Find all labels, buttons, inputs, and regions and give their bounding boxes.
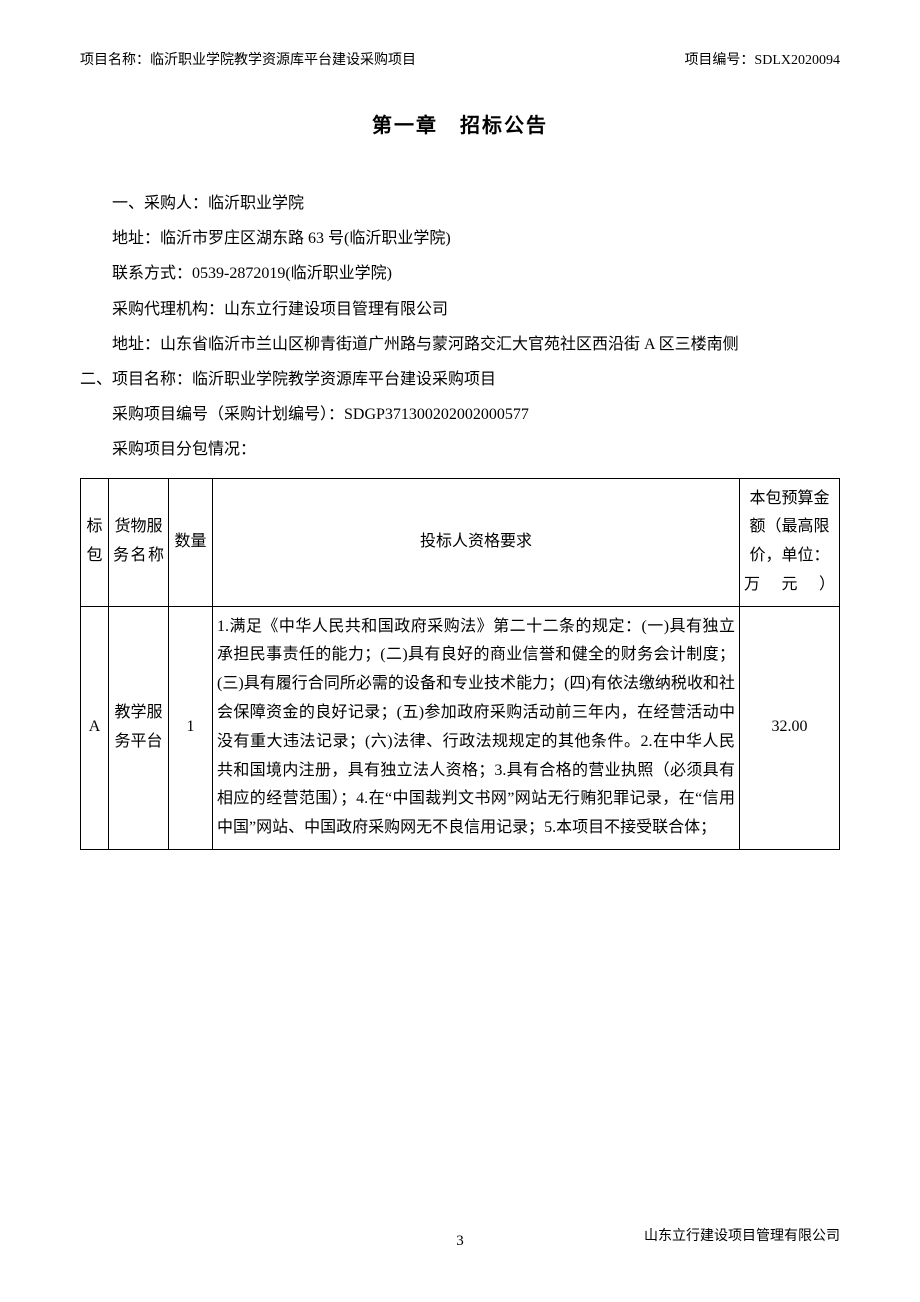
table-row: A 教学服务平台 1 1.满足《中华人民共和国政府采购法》第二十二条的规定：(一… [81,606,840,849]
th-quantity: 数量 [169,478,213,606]
body-content: 一、采购人：临沂职业学院 地址：临沂市罗庄区湖东路 63 号(临沂职业学院) 联… [80,186,840,468]
package-intro-line: 采购项目分包情况： [80,432,840,467]
agency-line: 采购代理机构：山东立行建设项目管理有限公司 [80,292,840,327]
agency-address-line: 地址：山东省临沂市兰山区柳青街道广州路与蒙河路交汇大官苑社区西沿街 A 区三楼南… [80,327,840,362]
th-package: 标包 [81,478,109,606]
cell-requirements: 1.满足《中华人民共和国政府采购法》第二十二条的规定：(一)具有独立承担民事责任… [213,606,740,849]
table-header-row: 标包 货物服务名称 数量 投标人资格要求 本包预算金额（最高限价，单位：万元） [81,478,840,606]
cell-budget: 32.00 [740,606,840,849]
th-budget: 本包预算金额（最高限价，单位：万元） [740,478,840,606]
address-line-1: 地址：临沂市罗庄区湖东路 63 号(临沂职业学院) [80,221,840,256]
contact-line: 联系方式：0539-2872019(临沂职业学院) [80,256,840,291]
th-goods-name: 货物服务名称 [109,478,169,606]
page-header: 项目名称：临沂职业学院教学资源库平台建设采购项目 项目编号：SDLX202009… [80,50,840,71]
cell-package: A [81,606,109,849]
purchaser-line: 一、采购人：临沂职业学院 [80,186,840,221]
header-project-code: 项目编号：SDLX2020094 [684,50,840,71]
chapter-title: 第一章 招标公告 [80,111,840,141]
th-requirements: 投标人资格要求 [213,478,740,606]
cell-goods-name: 教学服务平台 [109,606,169,849]
bid-package-table: 标包 货物服务名称 数量 投标人资格要求 本包预算金额（最高限价，单位：万元） … [80,478,840,851]
project-name-line: 二、项目名称：临沂职业学院教学资源库平台建设采购项目 [80,362,840,397]
cell-quantity: 1 [169,606,213,849]
footer-company: 山东立行建设项目管理有限公司 [644,1226,840,1247]
project-number-line: 采购项目编号（采购计划编号）：SDGP371300202002000577 [80,397,840,432]
header-project-name: 项目名称：临沂职业学院教学资源库平台建设采购项目 [80,50,416,71]
